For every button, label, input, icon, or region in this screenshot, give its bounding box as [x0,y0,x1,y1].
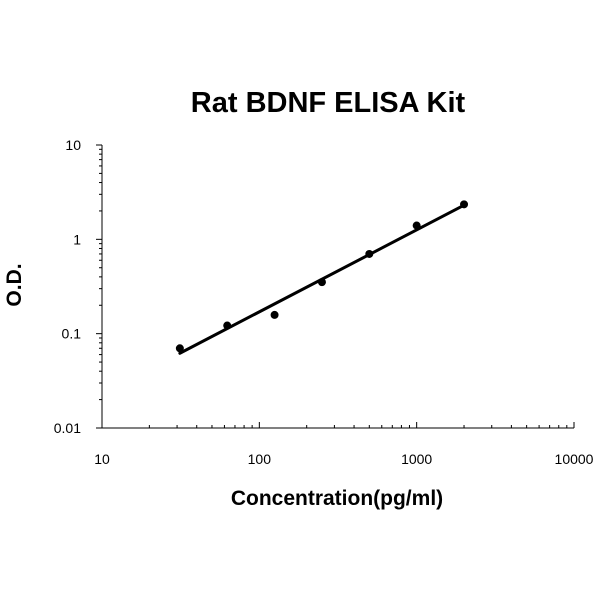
y-axis-tick-labels: 0.01 0.1 1 10 [54,137,81,436]
x-axis-label: Concentration(pg/ml) [231,487,443,510]
data-point [317,278,326,287]
data-point [365,249,374,258]
axes [101,145,574,429]
data-point [223,321,232,330]
y-tick-label: 0.01 [54,420,81,436]
data-point [412,221,421,230]
x-tick-label: 10 [94,451,110,467]
x-tick-label: 10000 [555,451,594,467]
data-point [460,200,469,209]
y-tick-label: 0.1 [62,326,82,342]
y-axis-ticks [96,144,102,429]
x-axis-ticks [101,422,575,428]
x-tick-label: 100 [248,451,272,467]
data-point [270,310,279,319]
y-tick-label: 1 [73,231,81,247]
x-tick-label: 1000 [401,451,432,467]
data-points [175,200,469,353]
y-axis-label: O.D. [3,263,26,306]
data-point [175,344,184,353]
y-tick-label: 10 [65,137,81,153]
chart-title: Rat BDNF ELISA Kit [191,87,466,119]
x-axis-tick-labels: 10 100 1000 10000 [94,451,593,467]
